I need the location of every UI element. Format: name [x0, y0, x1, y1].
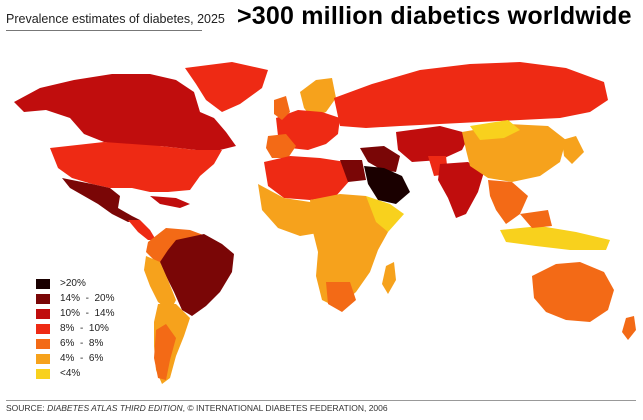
legend-item-4-6: 4% - 6% [36, 351, 114, 366]
legend-item-8-10: 8% - 10% [36, 321, 114, 336]
legend-label: 8% - 10% [60, 323, 109, 334]
source-italic: DIABETES ATLAS THIRD EDITION [47, 403, 183, 413]
region-caribbean [150, 196, 190, 208]
region-australia [532, 262, 614, 322]
legend-swatch [36, 368, 50, 379]
title-rule [6, 30, 202, 31]
legend-swatch [36, 353, 50, 364]
region-central-east-africa [310, 194, 388, 308]
region-egypt [340, 160, 366, 182]
legend-item-lt4: <4% [36, 366, 114, 381]
legend-label: >20% [60, 278, 86, 289]
region-mexico [62, 178, 140, 222]
region-canada-alaska [14, 74, 236, 150]
region-brazil [160, 234, 234, 316]
legend-label: 14% - 20% [60, 293, 115, 304]
region-iberia [266, 134, 296, 158]
legend-item-10-14: 10% - 14% [36, 306, 114, 321]
region-western-europe [276, 110, 340, 150]
region-philippines-malaysia [520, 210, 552, 228]
region-indonesia [500, 226, 610, 250]
region-central-america [128, 220, 156, 240]
source-credit: SOURCE: DIABETES ATLAS THIRD EDITION, © … [6, 403, 388, 413]
region-uk [274, 96, 290, 120]
region-new-zealand [622, 316, 636, 340]
region-arabia [364, 166, 410, 204]
legend-swatch [36, 308, 50, 319]
region-middle-east [360, 146, 400, 172]
region-india [438, 162, 484, 218]
region-russia [334, 62, 608, 128]
legend-swatch [36, 278, 50, 289]
legend-swatch [36, 293, 50, 304]
region-mongolia [470, 120, 520, 140]
region-argentina-chile [154, 324, 176, 380]
region-north-africa [264, 156, 352, 200]
region-scandinavia [300, 78, 336, 118]
source-rule [6, 400, 636, 401]
legend-label: <4% [60, 368, 81, 379]
legend-item-14-20: 14% - 20% [36, 291, 114, 306]
region-southeast-asia [488, 180, 528, 224]
legend-swatch [36, 338, 50, 349]
region-greenland [185, 62, 268, 112]
source-prefix: SOURCE: [6, 403, 48, 413]
legend-label: 4% - 6% [60, 353, 104, 364]
legend-item-gt20: >20% [36, 276, 114, 291]
region-horn-of-africa [366, 196, 404, 232]
legend-swatch [36, 323, 50, 334]
region-peru-bolivia [144, 256, 176, 312]
world-map [14, 62, 636, 384]
region-iran-central-asia [396, 126, 470, 162]
legend-label: 6% - 8% [60, 338, 104, 349]
legend: >20% 14% - 20% 10% - 14% 8% - 10% 6% - 8… [36, 276, 114, 381]
region-korea-japan [562, 136, 584, 164]
region-usa [50, 142, 222, 192]
region-madagascar [382, 262, 396, 294]
legend-label: 10% - 14% [60, 308, 115, 319]
map-title: >300 million diabetics worldwide [237, 2, 632, 30]
source-suffix: , © INTERNATIONAL DIABETES FEDERATION, 2… [182, 403, 388, 413]
map-subtitle: Prevalence estimates of diabetes, 2025 [6, 12, 225, 26]
region-southern-africa [326, 282, 356, 312]
legend-item-6-8: 6% - 8% [36, 336, 114, 351]
